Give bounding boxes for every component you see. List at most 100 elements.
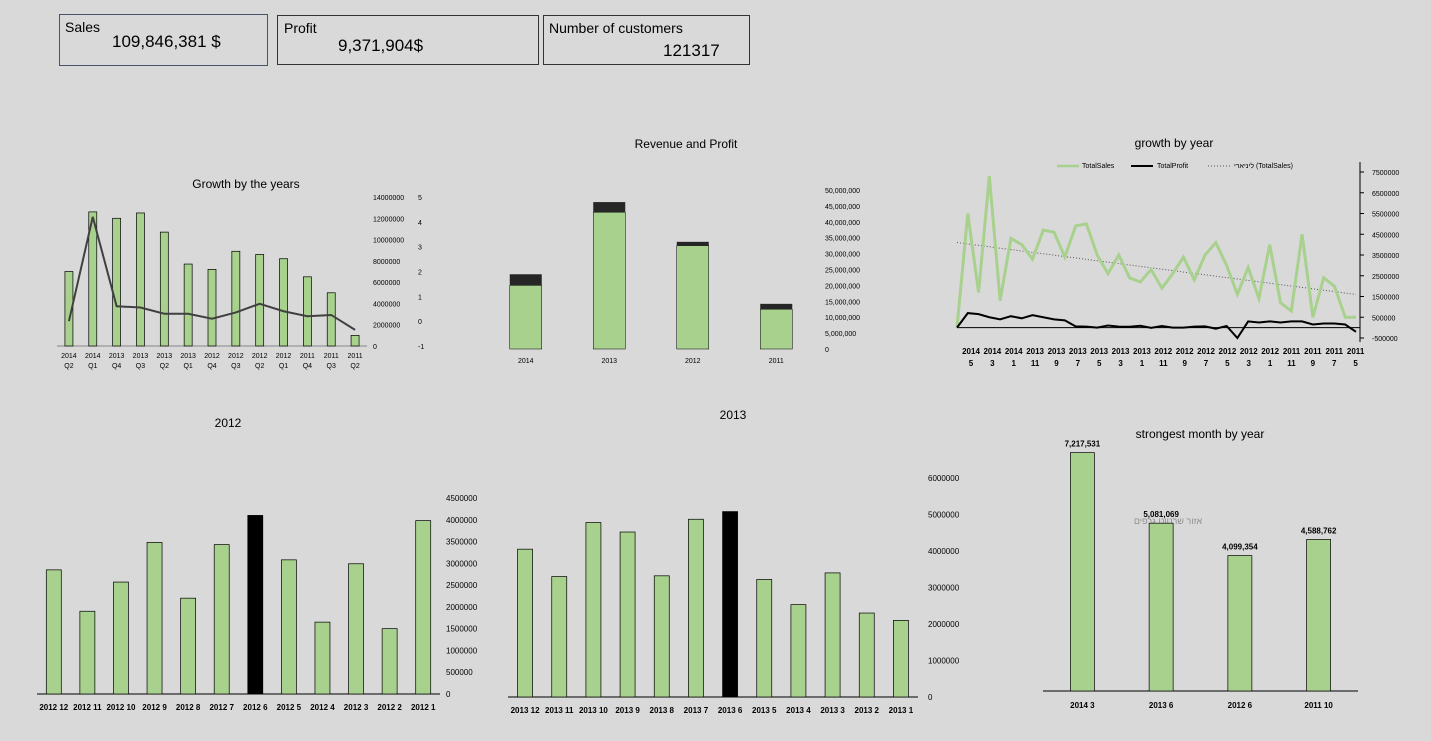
x-tick-label: 2012 12: [39, 703, 68, 712]
chart-growth-by-year[interactable]: growth by year TotalSales TotalProfit ליניא…: [955, 136, 1399, 368]
bar-month: [585, 522, 602, 698]
x-tick-label: 2012 2: [377, 703, 402, 712]
x-tick-label: 2012 5: [1219, 347, 1237, 368]
x-tick-label: 2013 Q4: [109, 353, 125, 370]
bar-month: [79, 610, 96, 695]
bar-month: [619, 531, 636, 698]
x-tick-label: 2013 1: [889, 706, 914, 715]
kpi-profit-card[interactable]: Profit 9,371,904$: [277, 15, 539, 65]
kpi-customers-card[interactable]: Number of customers 121317: [543, 15, 750, 65]
bar-highlight: [247, 515, 264, 695]
y-tick: 4000000: [446, 516, 478, 525]
legend-label: TotalProfit: [1157, 163, 1188, 170]
y-tick: 4000000: [928, 547, 960, 556]
bar-strongest: [1070, 452, 1095, 692]
x-tick-label: 2012 1: [1261, 347, 1279, 368]
x-tick-label: 2012 7: [1197, 347, 1215, 368]
x-tick-label: 2014: [518, 358, 534, 365]
x-tick-label: 2011 Q3: [324, 353, 339, 370]
x-tick-label: 2012 Q4: [204, 353, 220, 370]
data-label: 7,217,531: [1065, 440, 1101, 449]
chart-title: 2013: [720, 408, 747, 422]
bar-strongest: [1148, 522, 1174, 692]
x-tick-label: 2013 11: [545, 706, 574, 715]
chart-strongest-month[interactable]: strongest month by year אזור שרטוט גרפים 7…: [1043, 427, 1358, 710]
x-tick-label: 2012 9: [1176, 347, 1194, 368]
x-tick-label: 2013 3: [820, 706, 845, 715]
x-tick-label: 2013 5: [1090, 347, 1108, 368]
x-tick-label: 2012 3: [344, 703, 369, 712]
y-tick-right: 4: [418, 220, 422, 227]
chart-revenue-and-profit[interactable]: Revenue and Profit 2014 2013 2012 2011 50,000…: [509, 137, 860, 365]
bar-month: [824, 572, 841, 698]
y-tick: 5500000: [1372, 212, 1399, 219]
bar-month: [858, 612, 875, 698]
y-tick: 4500000: [1372, 232, 1399, 239]
x-tick-label: 2012 1: [411, 703, 436, 712]
x-tick-label: 2013 4: [786, 706, 811, 715]
legend-label: TotalSales: [1082, 163, 1115, 170]
bar-month: [517, 548, 533, 698]
x-tick-label: 2013 9: [615, 706, 640, 715]
y-tick: 500000: [1372, 315, 1395, 322]
y-tick-right: 3: [418, 245, 422, 252]
x-tick-label: 2012 4: [310, 703, 335, 712]
x-tick-label: 2012 3: [1240, 347, 1258, 368]
kpi-sales-label: Sales: [65, 19, 101, 35]
kpi-profit-label: Profit: [284, 20, 317, 36]
trendline-sales: [956, 242, 1357, 295]
bar-month: [381, 628, 398, 695]
x-tick-label: 2012 6: [243, 703, 268, 712]
y-tick: 35,000,000: [825, 236, 860, 243]
x-tick-label: 2011 Q2: [348, 353, 363, 370]
x-tick-label: 2013 1: [1133, 347, 1151, 368]
y-tick: 0: [446, 690, 451, 699]
x-tick-label: 2013 5: [752, 706, 777, 715]
bar-month: [688, 518, 704, 698]
y-tick-left: 14000000: [373, 195, 404, 202]
bar-sales: [303, 276, 312, 347]
bar-sales: [326, 292, 336, 347]
y-tick-right: -1: [418, 344, 424, 351]
x-tick-label: 2011 Q4: [300, 353, 315, 370]
bar-month: [180, 597, 196, 695]
bar-sales: [350, 335, 360, 347]
bar-month: [213, 544, 230, 695]
bar-highlight: [722, 511, 738, 698]
x-tick-label: 2011 10: [1304, 701, 1333, 710]
y-tick-left: 8000000: [373, 259, 400, 266]
line-total-profit: [956, 312, 1357, 340]
bar-month: [756, 579, 773, 698]
bar-revenue: [760, 309, 793, 350]
line-total-sales: [955, 176, 1356, 328]
x-tick-label: 2014 3: [1070, 701, 1095, 710]
y-tick: 10,000,000: [825, 315, 860, 322]
bar-revenue: [676, 245, 709, 350]
bar-profit: [593, 202, 626, 213]
bar-profit: [760, 303, 793, 310]
y-tick: 0: [825, 347, 829, 354]
kpi-sales-card[interactable]: Sales 109,846,381 $: [59, 14, 268, 66]
y-tick: 6000000: [928, 474, 960, 483]
data-label: 5,081,069: [1143, 510, 1179, 519]
x-tick-label: 2011 9: [1304, 347, 1322, 368]
x-tick-label: 2013 6: [1149, 701, 1174, 710]
kpi-sales-value: 109,846,381 $: [112, 32, 221, 51]
x-tick-label: 2012 10: [106, 703, 135, 712]
x-tick-label: 2012 Q3: [228, 353, 244, 370]
x-tick-label: 2012: [685, 358, 701, 365]
x-tick-label: 2011: [769, 358, 784, 365]
y-tick: 5000000: [928, 511, 960, 520]
plot-area-watermark: אזור שרטוט גרפים: [1134, 516, 1203, 526]
y-tick: 500000: [446, 668, 473, 677]
bar-month: [45, 569, 62, 695]
x-tick-label: 2011 11: [1283, 347, 1301, 368]
x-tick-label: 2012 Q1: [276, 353, 292, 370]
y-tick-right: 5: [418, 195, 422, 202]
chart-title: Revenue and Profit: [635, 137, 738, 151]
bar-month: [790, 604, 807, 698]
y-tick: 1000000: [446, 646, 478, 655]
